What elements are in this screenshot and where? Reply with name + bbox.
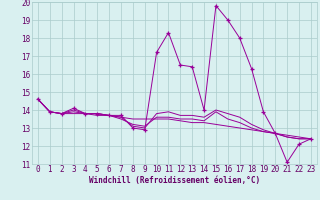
X-axis label: Windchill (Refroidissement éolien,°C): Windchill (Refroidissement éolien,°C) xyxy=(89,176,260,185)
